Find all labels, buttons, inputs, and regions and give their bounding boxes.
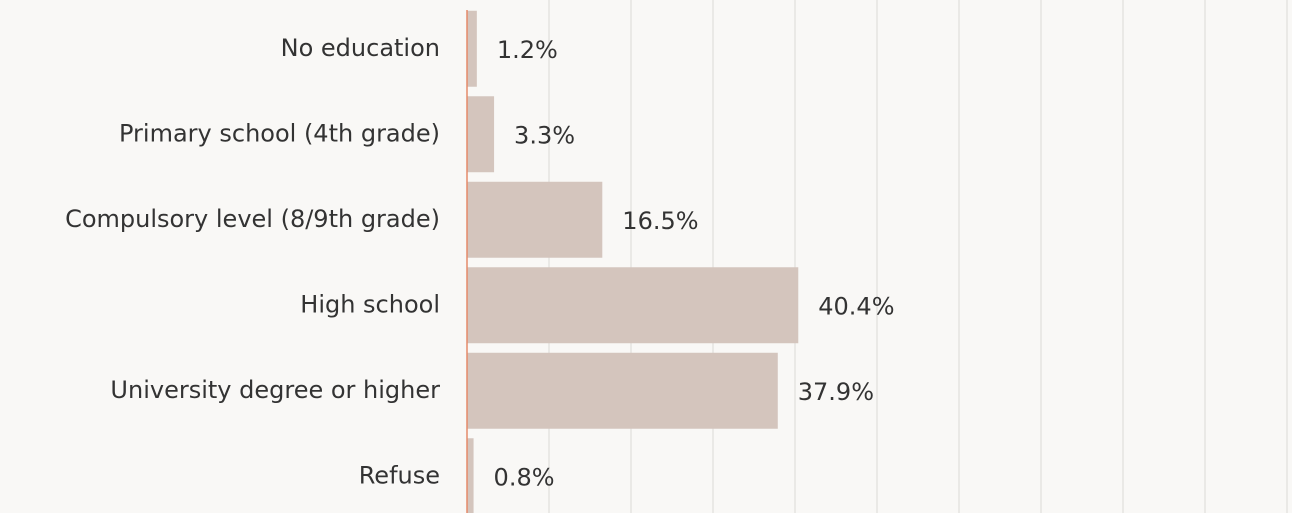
- category-label: University degree or higher: [110, 376, 440, 404]
- value-label: 1.2%: [497, 36, 558, 64]
- category-label: Compulsory level (8/9th grade): [65, 205, 440, 233]
- value-label: 3.3%: [514, 121, 575, 149]
- bar: [467, 10, 477, 87]
- bar: [467, 96, 495, 173]
- bar: [467, 438, 474, 513]
- value-label: 37.9%: [798, 378, 874, 406]
- value-label: 0.8%: [494, 463, 555, 491]
- bar: [467, 352, 778, 429]
- bar: [467, 181, 603, 258]
- value-label: 40.4%: [818, 292, 894, 320]
- category-label: Primary school (4th grade): [119, 119, 440, 147]
- category-label: High school: [300, 290, 440, 318]
- category-label: No education: [281, 34, 440, 62]
- category-label: Refuse: [359, 461, 440, 489]
- bar: [467, 267, 799, 344]
- value-label: 16.5%: [622, 207, 698, 235]
